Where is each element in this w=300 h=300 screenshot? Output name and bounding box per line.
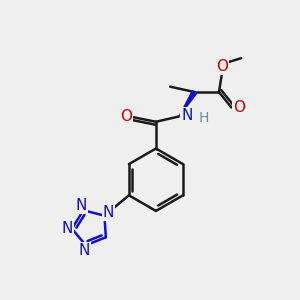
Text: N: N (76, 198, 87, 213)
Text: N: N (79, 243, 90, 258)
Text: O: O (120, 109, 132, 124)
Text: N: N (61, 221, 72, 236)
Polygon shape (179, 91, 197, 116)
Text: N: N (103, 205, 114, 220)
Text: O: O (216, 59, 228, 74)
Text: H: H (198, 111, 209, 124)
Text: O: O (233, 100, 245, 115)
Text: N: N (181, 108, 193, 123)
